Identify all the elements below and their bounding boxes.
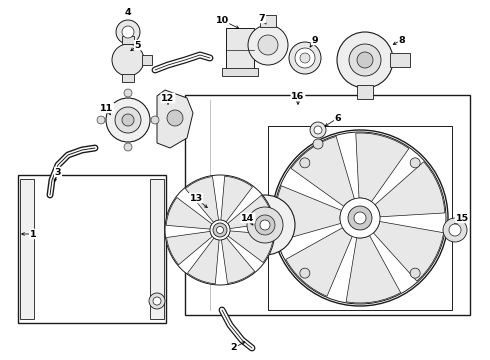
Circle shape xyxy=(213,223,227,237)
Text: 15: 15 xyxy=(455,213,468,222)
Text: 14: 14 xyxy=(242,213,255,222)
Circle shape xyxy=(314,126,322,134)
Bar xyxy=(390,53,410,67)
Bar xyxy=(18,175,166,323)
Polygon shape xyxy=(221,176,252,222)
Polygon shape xyxy=(166,198,212,229)
Circle shape xyxy=(274,132,446,304)
Circle shape xyxy=(122,26,134,38)
Bar xyxy=(185,95,470,315)
Bar xyxy=(230,215,240,235)
Bar xyxy=(20,179,34,319)
Text: 10: 10 xyxy=(216,15,228,24)
Polygon shape xyxy=(356,133,409,202)
Circle shape xyxy=(248,25,288,65)
Circle shape xyxy=(349,44,381,76)
Text: 5: 5 xyxy=(135,41,141,50)
Text: 6: 6 xyxy=(335,113,342,122)
Polygon shape xyxy=(188,238,219,284)
Text: 16: 16 xyxy=(292,91,305,100)
Text: 12: 12 xyxy=(161,94,174,103)
Polygon shape xyxy=(286,228,352,296)
Bar xyxy=(357,85,373,99)
Circle shape xyxy=(340,198,380,238)
Bar xyxy=(122,36,134,44)
Circle shape xyxy=(217,226,223,234)
Text: 2: 2 xyxy=(231,343,237,352)
Circle shape xyxy=(235,195,295,255)
Circle shape xyxy=(149,293,165,309)
Circle shape xyxy=(410,268,420,278)
Text: 1: 1 xyxy=(30,230,36,239)
Circle shape xyxy=(295,48,315,68)
Circle shape xyxy=(116,20,140,44)
Circle shape xyxy=(313,139,323,149)
Polygon shape xyxy=(373,221,444,281)
Circle shape xyxy=(348,206,372,230)
Text: 4: 4 xyxy=(124,8,131,17)
Text: 13: 13 xyxy=(190,194,202,202)
Circle shape xyxy=(410,158,420,168)
Circle shape xyxy=(106,98,150,142)
Circle shape xyxy=(255,215,275,235)
Circle shape xyxy=(151,116,159,124)
Text: 3: 3 xyxy=(55,167,61,176)
Circle shape xyxy=(153,297,161,305)
Polygon shape xyxy=(167,231,212,265)
Circle shape xyxy=(247,207,283,243)
Text: 11: 11 xyxy=(100,104,114,113)
Circle shape xyxy=(272,130,448,306)
Circle shape xyxy=(449,224,461,236)
Text: 8: 8 xyxy=(399,36,405,45)
Circle shape xyxy=(165,175,275,285)
Circle shape xyxy=(300,268,310,278)
Polygon shape xyxy=(375,162,445,217)
Polygon shape xyxy=(185,176,219,222)
Polygon shape xyxy=(275,186,342,241)
Circle shape xyxy=(337,32,393,88)
Circle shape xyxy=(300,53,310,63)
Circle shape xyxy=(258,35,278,55)
Circle shape xyxy=(289,42,321,74)
Circle shape xyxy=(210,220,230,240)
Polygon shape xyxy=(221,238,255,283)
Circle shape xyxy=(97,116,105,124)
Polygon shape xyxy=(157,90,193,148)
Polygon shape xyxy=(228,195,273,229)
Circle shape xyxy=(443,218,467,242)
Bar xyxy=(150,179,164,319)
Bar xyxy=(260,15,276,27)
Polygon shape xyxy=(346,235,401,303)
Circle shape xyxy=(124,143,132,151)
Polygon shape xyxy=(228,231,274,262)
Circle shape xyxy=(260,220,270,230)
Bar xyxy=(268,126,452,310)
Bar xyxy=(222,68,258,76)
Bar xyxy=(122,74,134,82)
Circle shape xyxy=(122,114,134,126)
Circle shape xyxy=(300,158,310,168)
Circle shape xyxy=(357,52,373,68)
Polygon shape xyxy=(291,136,354,206)
Circle shape xyxy=(167,110,183,126)
Bar xyxy=(226,28,254,72)
Circle shape xyxy=(354,212,366,224)
Circle shape xyxy=(124,89,132,97)
Circle shape xyxy=(310,122,326,138)
Bar xyxy=(142,55,152,65)
Text: 9: 9 xyxy=(312,36,318,45)
Circle shape xyxy=(112,44,144,76)
Circle shape xyxy=(115,107,141,133)
Text: 7: 7 xyxy=(259,14,265,23)
